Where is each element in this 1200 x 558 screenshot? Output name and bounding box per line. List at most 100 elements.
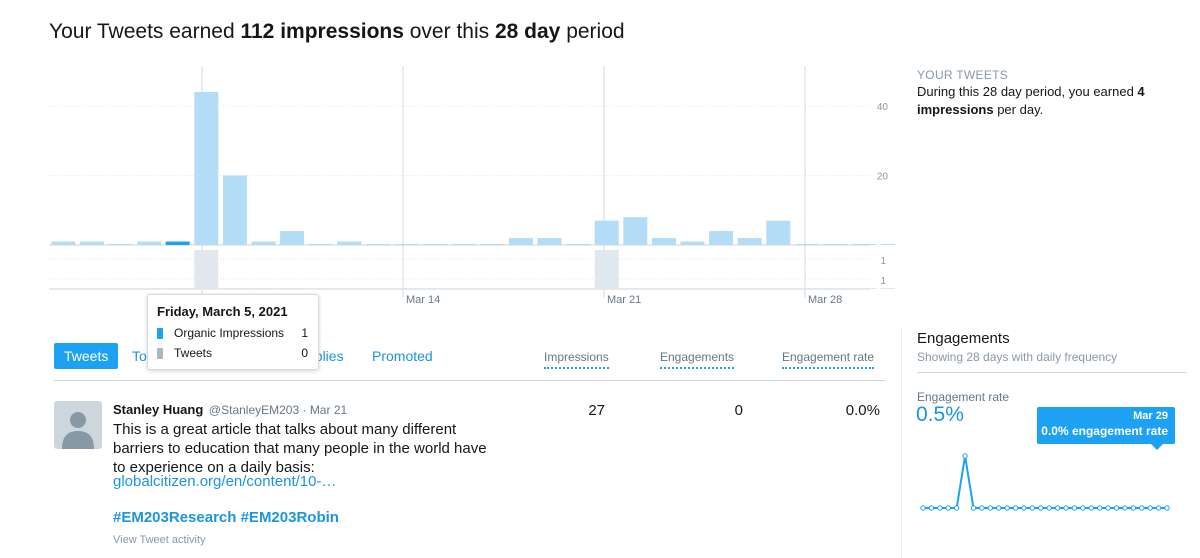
author-handle-date[interactable]: @StanleyEM203 · Mar 21 [208, 403, 348, 417]
tweet-bar-mar-8 [251, 288, 276, 289]
engagement-rate-point-23 [1105, 505, 1111, 511]
tweet-header: Stanley Huang @StanleyEM203 · Mar 21 [113, 402, 347, 417]
author-name[interactable]: Stanley Huang [113, 402, 204, 417]
engagement-rate-point-11 [1004, 505, 1010, 511]
tweet-bar-mar-6 [194, 250, 219, 289]
tooltip-date: Friday, March 5, 2021 [157, 304, 288, 319]
engagement-rate-point-1 [920, 505, 926, 511]
tweet-bar-mar-23 [680, 288, 705, 289]
bar-mar-9 [280, 231, 305, 245]
tweets-summary: YOUR TWEETS During this 28 day period, y… [917, 68, 1187, 119]
bar-mar-21 [623, 217, 648, 245]
engagement-rate-point-22 [1096, 505, 1103, 511]
column-header-impressions[interactable]: Impressions [544, 350, 609, 369]
tweet-bar-mar-3 [108, 288, 133, 289]
column-header-engagements[interactable]: Engagements [660, 350, 735, 369]
tweet-bar-mar-21 [623, 288, 648, 289]
callout-text: 0.0% engagement rate [1041, 424, 1168, 438]
engagement-rate-point-20 [1080, 505, 1086, 511]
y-tick-label: 20 [877, 171, 889, 182]
tweet-bar-mar-10 [308, 288, 333, 289]
tweet-bar-mar-13 [394, 288, 419, 289]
organic-swatch-icon [157, 327, 163, 339]
engagement-rate-point-9 [987, 505, 994, 511]
bar-mar-1 [51, 241, 76, 245]
tweet-text: This is a great article that talks about… [113, 421, 487, 476]
engagement-rate-point-15 [1038, 505, 1044, 511]
bar-mar-18 [537, 238, 562, 245]
bar-mar-25 [737, 238, 762, 245]
engagement-rate-sparkline[interactable] [917, 440, 1187, 520]
tweet-bar-mar-1 [51, 288, 76, 289]
tweet-engagements: 0 [734, 402, 743, 419]
engagement-rate-point-26 [1130, 505, 1137, 511]
engagement-rate-point-12 [1012, 505, 1019, 511]
bar-mar-5 [165, 241, 190, 245]
hashtag-em203research[interactable]: #EM203Research [113, 509, 237, 526]
tooltip-row-impressions: Organic Impressions 1 [157, 323, 308, 343]
impressions-total: 112 impressions [240, 20, 404, 43]
column-header-engagement-rate[interactable]: Engagement rate [782, 350, 875, 369]
tweet-bar-mar-2 [79, 288, 104, 289]
tweet-bar-mar-24 [709, 288, 734, 289]
bar-mar-12 [365, 244, 390, 245]
tweet-tabs: Tweets To eplies Promoted [54, 343, 433, 369]
engagement-rate-point-13 [1021, 505, 1027, 511]
tweets-axis-label: 1 [880, 256, 886, 267]
x-tick-label: Mar 14 [406, 294, 440, 306]
engagement-rate-point-16 [1046, 505, 1052, 511]
tweets-axis-label: 1 [880, 276, 886, 287]
engagement-rate-point-19 [1071, 505, 1078, 511]
bar-mar-26 [766, 220, 791, 245]
tweet-bar-mar-16 [480, 288, 505, 289]
bar-mar-17 [508, 238, 533, 245]
bar-mar-22 [651, 238, 676, 245]
tweet-bar-mar-5 [165, 288, 190, 289]
bar-mar-16 [480, 244, 505, 245]
bar-mar-19 [566, 244, 591, 245]
engagement-rate-point-6 [962, 453, 968, 459]
tweet-bar-mar-12 [365, 288, 390, 289]
tab-top-tweets[interactable]: To [132, 348, 147, 364]
period-length: 28 day [494, 20, 561, 43]
tooltip-row-tweets: Tweets 0 [157, 343, 308, 363]
engagements-divider [917, 372, 1186, 373]
bar-mar-3 [108, 244, 133, 245]
tweet-bar-mar-19 [566, 288, 591, 289]
engagement-rate-label: Engagement rate [917, 390, 1010, 404]
summary-heading: YOUR TWEETS [917, 68, 1009, 82]
tweet-hashtags: #EM203Research #EM203Robin [113, 509, 339, 526]
engagement-rate-callout: Mar 29 0.0% engagement rate [1037, 407, 1175, 450]
tweet-bar-mar-30 [880, 288, 895, 289]
tweet-bar-mar-9 [280, 288, 305, 289]
tweet-bar-mar-20 [594, 250, 619, 289]
hashtag-em203robin[interactable]: #EM203Robin [240, 509, 339, 526]
bar-mar-29 [852, 244, 877, 245]
view-tweet-activity-link[interactable]: View Tweet activity [113, 534, 206, 546]
engagement-rate-point-2 [928, 505, 935, 511]
tab-promoted[interactable]: Promoted [372, 348, 433, 364]
bar-mar-27 [794, 244, 819, 245]
chart-tooltip: Friday, March 5, 2021 Organic Impression… [147, 294, 319, 370]
tweet-link[interactable]: globalcitizen.org/en/content/10-… [113, 473, 337, 490]
tweet-bar-mar-22 [651, 288, 676, 289]
engagement-rate-point-10 [996, 505, 1002, 511]
bar-mar-2 [79, 241, 104, 245]
bar-mar-24 [709, 231, 734, 245]
tab-tweets[interactable]: Tweets [54, 343, 119, 369]
impressions-chart[interactable]: 40 20 1 1 Mar 14 Mar 21 Mar 28 [0, 60, 895, 315]
tweets-swatch-icon [157, 347, 163, 359]
tweet-engagement-rate: 0.0% [845, 402, 880, 419]
tweet-impressions: 27 [588, 402, 605, 419]
bar-mar-23 [680, 241, 705, 245]
tweet-bar-mar-25 [737, 288, 762, 289]
page-title: Your Tweets earned 112 impressions over … [49, 20, 625, 43]
default-avatar-icon[interactable] [54, 401, 102, 449]
engagement-rate-point-14 [1029, 505, 1036, 511]
bar-mar-20 [594, 220, 619, 245]
engagement-rate-point-3 [937, 505, 943, 511]
bar-mar-15 [451, 244, 476, 245]
engagements-title: Engagements [917, 330, 1010, 347]
engagement-rate-point-28 [1147, 505, 1153, 511]
